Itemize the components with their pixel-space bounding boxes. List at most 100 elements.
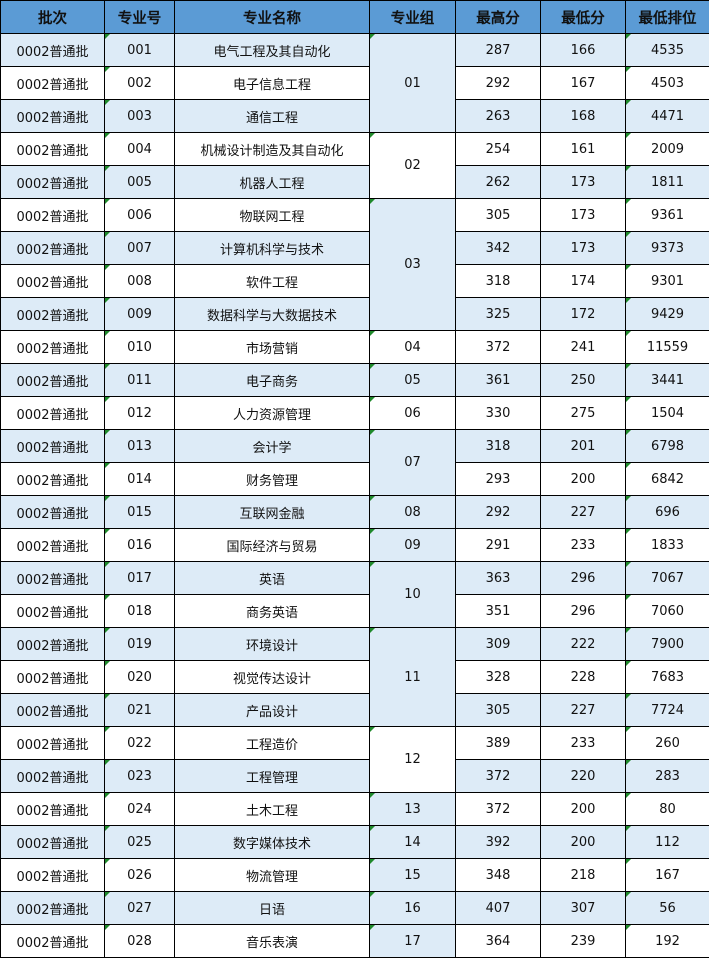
min-score-cell: 239 [540,924,626,958]
major-group-cell: 10 [369,561,456,628]
max-score-cell: 292 [455,66,541,100]
min-rank-cell: 56 [625,891,709,925]
min-rank-cell: 1833 [625,528,709,562]
table-row: 0002普通批 026 物流管理 15 348 218 167 [0,858,709,892]
min-rank-cell: 167 [625,858,709,892]
major-group-cell: 04 [369,330,456,364]
max-score-cell: 287 [455,33,541,67]
min-score-cell: 168 [540,99,626,133]
max-score-cell: 363 [455,561,541,595]
major-code-cell: 015 [104,495,175,529]
major-name-cell: 电子商务 [174,363,370,397]
max-score-cell: 291 [455,528,541,562]
max-score-cell: 292 [455,495,541,529]
max-score-cell: 392 [455,825,541,859]
header-min-score: 最低分 [540,0,626,34]
min-rank-cell: 1504 [625,396,709,430]
major-code-cell: 005 [104,165,175,199]
min-score-cell: 228 [540,660,626,694]
batch-cell: 0002普通批 [0,33,105,67]
major-name-cell: 土木工程 [174,792,370,826]
table-row: 0002普通批 013 会计学 07 318 201 6798 [0,429,709,496]
batch-cell: 0002普通批 [0,330,105,364]
major-code-cell: 023 [104,759,175,793]
table-row: 0002普通批 014 财务管理 293 200 6842 [0,462,709,496]
batch-cell: 0002普通批 [0,363,105,397]
header-row: 批次 专业号 专业名称 专业组 最高分 最低分 最低排位 [0,0,709,34]
batch-cell: 0002普通批 [0,825,105,859]
table-row: 0002普通批 021 产品设计 305 227 7724 [0,693,709,727]
major-code-cell: 003 [104,99,175,133]
min-rank-cell: 80 [625,792,709,826]
max-score-cell: 389 [455,726,541,760]
major-name-cell: 产品设计 [174,693,370,727]
min-rank-cell: 112 [625,825,709,859]
max-score-cell: 263 [455,99,541,133]
major-name-cell: 工程造价 [174,726,370,760]
table-row: 0002普通批 024 土木工程 13 372 200 80 [0,792,709,826]
batch-cell: 0002普通批 [0,231,105,265]
major-code-cell: 026 [104,858,175,892]
major-code-cell: 018 [104,594,175,628]
max-score-cell: 318 [455,429,541,463]
min-score-cell: 200 [540,462,626,496]
max-score-cell: 372 [455,792,541,826]
major-name-cell: 机械设计制造及其自动化 [174,132,370,166]
major-code-cell: 022 [104,726,175,760]
major-group-cell: 12 [369,726,456,793]
major-code-cell: 013 [104,429,175,463]
major-code-cell: 001 [104,33,175,67]
table-body: 0002普通批 001 电气工程及其自动化 01 287 166 4535 0002普通批 00… [0,33,709,958]
table-row: 0002普通批 009 数据科学与大数据技术 325 172 9429 [0,297,709,331]
header-major-name: 专业名称 [174,0,370,34]
min-rank-cell: 3441 [625,363,709,397]
major-group-cell: 13 [369,792,456,826]
major-code-cell: 006 [104,198,175,232]
min-score-cell: 227 [540,495,626,529]
major-code-cell: 012 [104,396,175,430]
max-score-cell: 342 [455,231,541,265]
min-rank-cell: 4471 [625,99,709,133]
major-group-cell: 14 [369,825,456,859]
table-row: 0002普通批 006 物联网工程 03 305 173 9361 [0,198,709,331]
major-name-cell: 视觉传达设计 [174,660,370,694]
table-row: 0002普通批 020 视觉传达设计 328 228 7683 [0,660,709,694]
major-name-cell: 工程管理 [174,759,370,793]
table-row: 0002普通批 028 音乐表演 17 364 239 192 [0,924,709,958]
major-name-cell: 物流管理 [174,858,370,892]
max-score-cell: 351 [455,594,541,628]
table-row: 0002普通批 007 计算机科学与技术 342 173 9373 [0,231,709,265]
batch-cell: 0002普通批 [0,594,105,628]
min-score-cell: 173 [540,198,626,232]
header-max-score: 最高分 [455,0,541,34]
batch-cell: 0002普通批 [0,66,105,100]
min-rank-cell: 9373 [625,231,709,265]
max-score-cell: 372 [455,759,541,793]
major-code-cell: 014 [104,462,175,496]
major-group-cell: 07 [369,429,456,496]
batch-cell: 0002普通批 [0,264,105,298]
max-score-cell: 372 [455,330,541,364]
major-name-cell: 软件工程 [174,264,370,298]
min-score-cell: 200 [540,792,626,826]
min-score-cell: 296 [540,561,626,595]
max-score-cell: 330 [455,396,541,430]
table-row: 0002普通批 016 国际经济与贸易 09 291 233 1833 [0,528,709,562]
min-rank-cell: 7900 [625,627,709,661]
major-group-cell: 11 [369,627,456,727]
major-code-cell: 011 [104,363,175,397]
min-score-cell: 172 [540,297,626,331]
batch-cell: 0002普通批 [0,297,105,331]
max-score-cell: 407 [455,891,541,925]
min-rank-cell: 11559 [625,330,709,364]
min-rank-cell: 7067 [625,561,709,595]
min-score-cell: 275 [540,396,626,430]
min-score-cell: 241 [540,330,626,364]
header-batch: 批次 [0,0,105,34]
min-rank-cell: 6842 [625,462,709,496]
major-name-cell: 商务英语 [174,594,370,628]
max-score-cell: 309 [455,627,541,661]
major-name-cell: 财务管理 [174,462,370,496]
major-code-cell: 024 [104,792,175,826]
